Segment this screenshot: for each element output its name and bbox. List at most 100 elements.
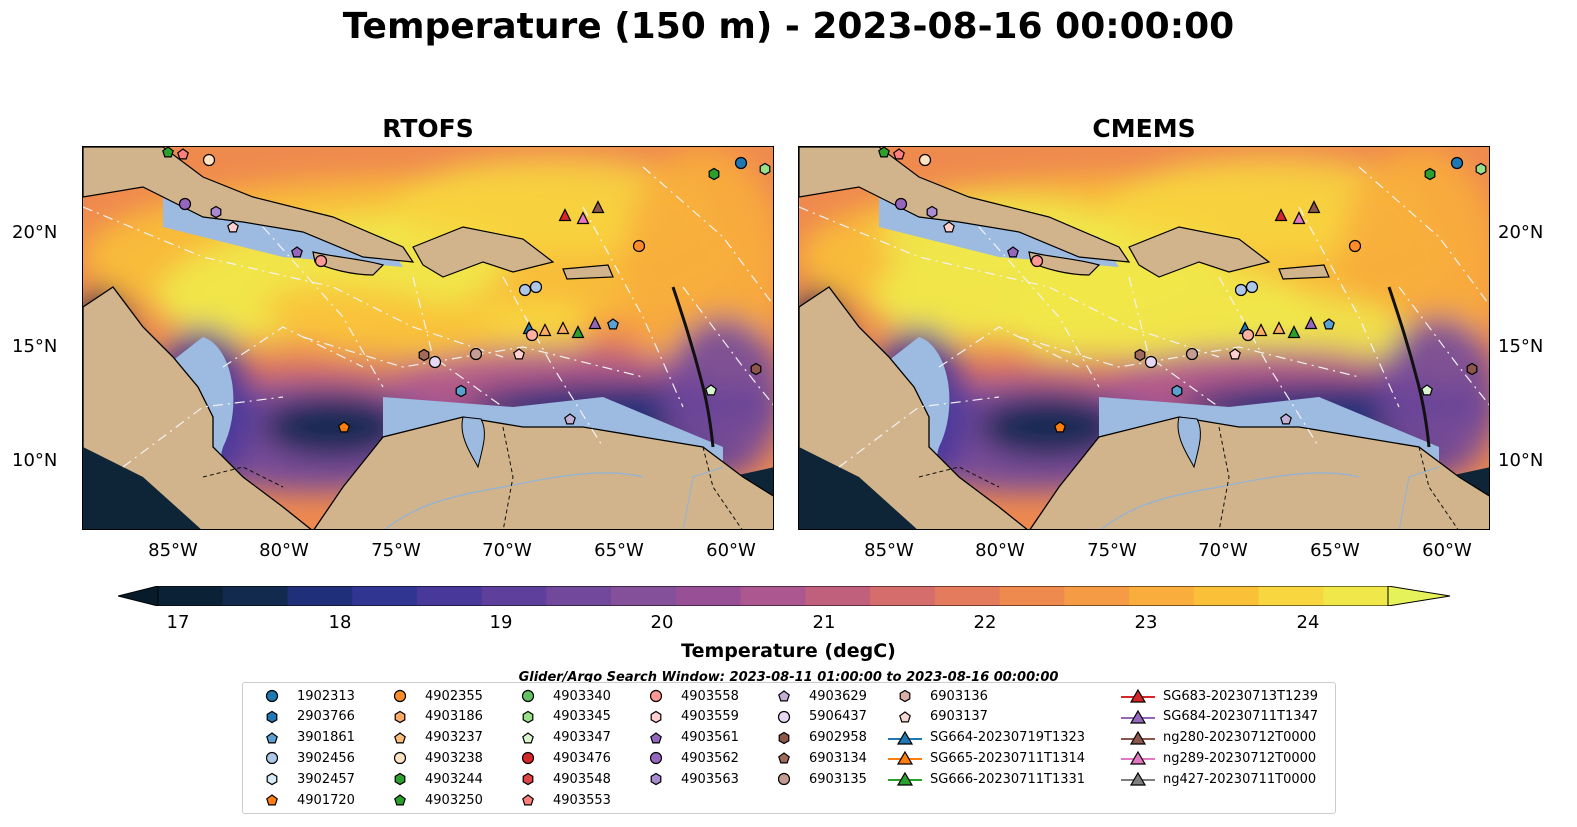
observation-marker: [571, 325, 585, 339]
observation-marker: [1171, 384, 1183, 398]
hexagon-icon: [522, 710, 534, 723]
legend-item: SG683-20230713T1239: [1121, 686, 1318, 706]
legend-label: 2903766: [297, 709, 355, 725]
panel-title-rtofs: RTOFS: [382, 114, 474, 143]
circle-icon: [777, 710, 791, 723]
legend-label: 4903553: [553, 792, 611, 808]
observation-marker: [210, 205, 222, 219]
cuba-land: [799, 147, 1131, 263]
legend-item: ng280-20230712T0000: [1121, 728, 1316, 748]
lon-tick-label: 70°W: [482, 540, 532, 561]
observation-marker: [338, 421, 350, 433]
observation-marker: [1304, 316, 1318, 330]
observation-marker: [1348, 239, 1362, 253]
triangle-line-icon: [1121, 688, 1155, 703]
lon-tick-label: 80°W: [975, 540, 1025, 561]
pentagon-icon: [778, 690, 790, 702]
colorbar-tick-label: 21: [812, 612, 836, 633]
legend-item: 4903561: [639, 728, 739, 748]
legend-label: 4903559: [681, 709, 739, 725]
circle-icon: [649, 689, 663, 703]
triangle-line-icon: [888, 751, 922, 765]
legend-item: SG665-20230711T1314: [888, 748, 1085, 768]
legend-item: 4903476: [511, 748, 611, 768]
legend-label: SG666-20230711T1331: [930, 771, 1086, 787]
legend-item: SG664-20230719T1323: [888, 728, 1085, 748]
observation-marker: [708, 167, 720, 181]
observation-marker: [558, 208, 572, 222]
observation-marker: [556, 321, 570, 335]
legend-item: 6903134: [767, 748, 867, 768]
legend-item: 4903548: [511, 769, 611, 789]
observation-marker: [529, 280, 543, 294]
colorbar-tick-label: 20: [650, 612, 674, 633]
antilles-arc: [671, 286, 715, 448]
legend-item: 4903238: [383, 748, 483, 768]
triangle-line-icon: [888, 771, 922, 786]
observation-marker: [455, 384, 467, 398]
colorbar-tick-label: 17: [166, 612, 190, 633]
hexagon-icon: [650, 710, 662, 723]
colorbar: [118, 586, 1451, 606]
legend-item: 3902457: [255, 769, 355, 789]
hexagon-icon: [394, 710, 406, 723]
colorbar-segment: [999, 586, 1065, 606]
colorbar-extend-high: [1387, 586, 1451, 606]
colorbar-segment: [416, 586, 483, 606]
map-panel-cmems: [798, 146, 1490, 530]
observation-marker: [525, 328, 539, 342]
observation-marker: [1307, 200, 1321, 214]
observation-marker: [1241, 328, 1255, 342]
legend-label: 4903250: [425, 792, 483, 808]
legend-item: 4902355: [383, 686, 483, 706]
colorbar-segment: [158, 586, 224, 606]
observation-marker: [538, 323, 552, 337]
figure-title: Temperature (150 m) - 2023-08-16 00:00:0…: [342, 6, 1235, 47]
legend-item: 6902958: [767, 728, 867, 748]
temperature-map: [799, 147, 1489, 529]
observation-marker: [591, 200, 605, 214]
lat-tick-label-left: 15°N: [12, 336, 58, 357]
triangle-line-icon: [888, 730, 922, 745]
colorbar-segment: [546, 586, 612, 606]
hexagon-icon: [650, 772, 662, 786]
observation-marker: [918, 153, 932, 167]
south-america-land: [313, 416, 773, 529]
legend-item: 4903553: [511, 790, 611, 810]
legend-item: 6903135: [767, 769, 867, 789]
circle-icon: [777, 773, 791, 786]
observation-marker: [734, 156, 748, 170]
observation-marker: [418, 348, 430, 362]
hexagon-icon: [394, 772, 406, 786]
observation-marker: [291, 246, 303, 258]
colorbar-tick-label: 23: [1134, 612, 1158, 633]
observation-marker: [1424, 167, 1436, 181]
legend-item: 4903244: [383, 769, 483, 789]
triangle-line-icon: [1121, 730, 1155, 745]
colorbar-segment: [1193, 586, 1260, 606]
observation-marker: [705, 384, 717, 396]
legend-label: 4903561: [681, 730, 739, 746]
observation-marker: [1323, 318, 1335, 330]
legend-label: 6903134: [809, 750, 867, 766]
puerto-rico-land: [562, 264, 614, 280]
observation-marker: [314, 254, 328, 268]
legend-item: SG684-20230711T1347: [1121, 707, 1318, 727]
lon-tick-label: 80°W: [259, 540, 309, 561]
colorbar-segment: [934, 586, 1001, 606]
colorbar-segment: [611, 586, 677, 606]
legend-item: 5906437: [767, 707, 867, 727]
legend-item: 4903237: [383, 728, 483, 748]
legend-label: SG665-20230711T1314: [930, 750, 1086, 766]
observation-marker: [1185, 347, 1199, 361]
hexagon-icon: [266, 772, 278, 786]
legend-label: 6902958: [809, 730, 867, 746]
legend-label: 4903548: [553, 771, 611, 787]
hexagon-icon: [522, 772, 534, 786]
colorbar-tick-label: 24: [1296, 612, 1320, 633]
hexagon-icon: [778, 731, 790, 744]
legend-label: SG683-20230713T1239: [1163, 688, 1319, 704]
observation-marker: [1234, 283, 1248, 297]
triangle-line-icon: [1121, 771, 1155, 786]
legend-item: SG666-20230711T1331: [888, 769, 1085, 789]
